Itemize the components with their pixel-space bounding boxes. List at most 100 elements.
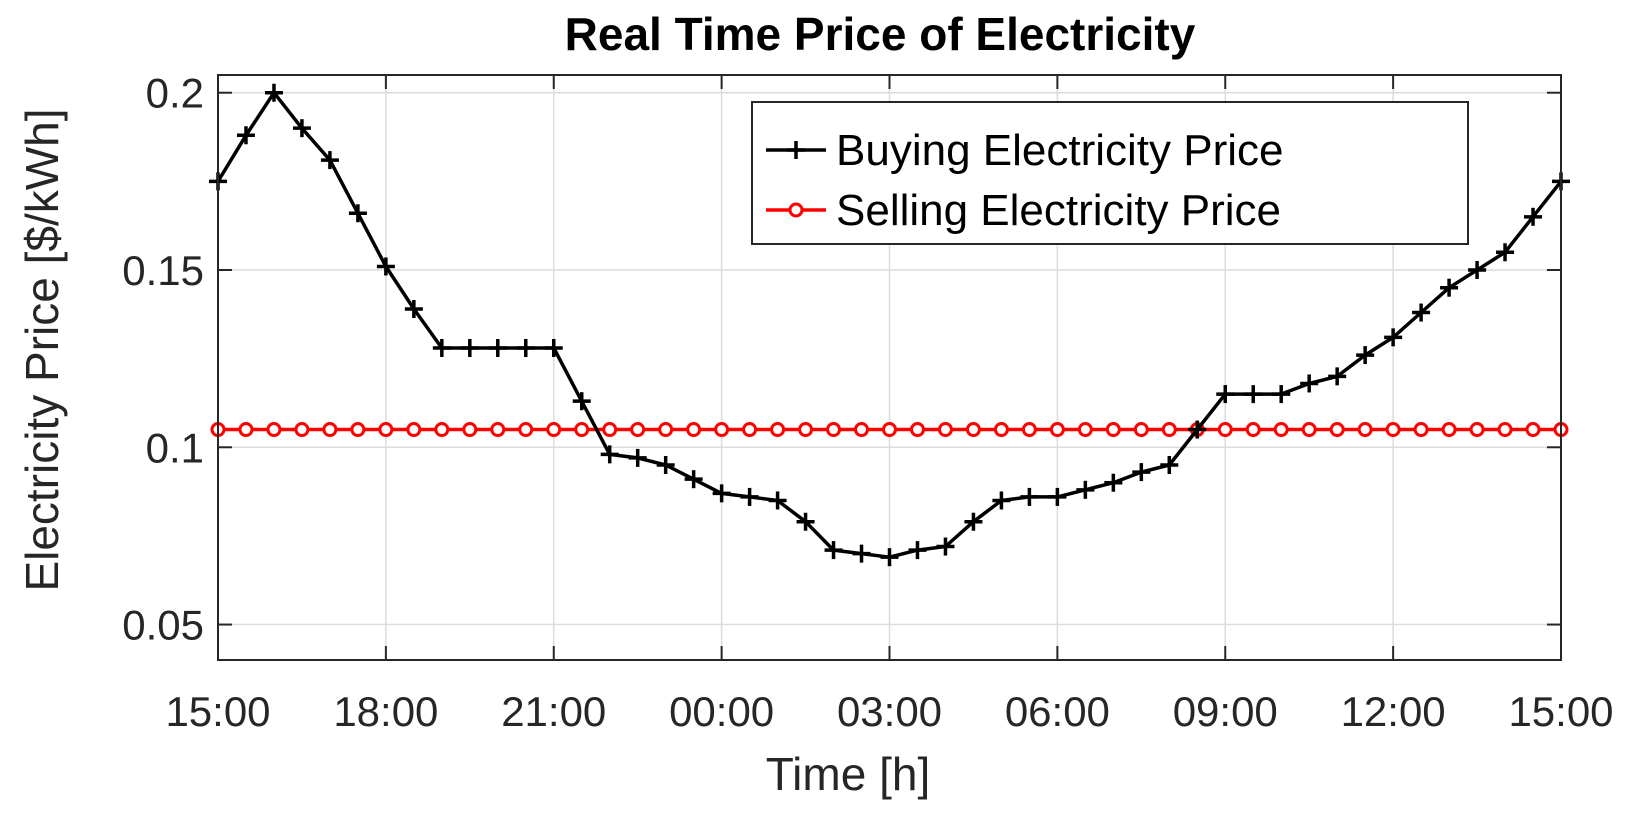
data-point-buying bbox=[1412, 303, 1431, 322]
y-axis-label: Electricity Price [$/kWh] bbox=[16, 108, 68, 591]
data-point-buying bbox=[992, 491, 1011, 510]
data-point-selling bbox=[434, 422, 450, 438]
data-point-buying bbox=[796, 512, 815, 531]
data-point-buying bbox=[768, 491, 787, 510]
data-point-selling bbox=[826, 422, 842, 438]
data-point-selling bbox=[854, 422, 870, 438]
legend-entry-buying: Buying Electricity Price bbox=[766, 126, 1283, 175]
x-tick-labels: 15:00 18:00 21:00 00:00 03:00 06:00 09:00 12:00… bbox=[165, 688, 1613, 735]
series-selling bbox=[210, 422, 1569, 438]
data-point-buying bbox=[936, 537, 955, 556]
x-tick-label: 21:00 bbox=[501, 688, 606, 735]
data-point-buying bbox=[628, 448, 647, 467]
data-point-buying bbox=[1468, 261, 1487, 279]
data-point-buying bbox=[1300, 374, 1319, 393]
data-point-selling bbox=[993, 422, 1009, 438]
data-point-buying bbox=[376, 257, 395, 276]
data-point-buying bbox=[1524, 207, 1543, 226]
data-point-selling bbox=[546, 422, 562, 438]
data-point-buying bbox=[1440, 278, 1459, 297]
legend-entries: Buying Electricity Price Selling Electric… bbox=[766, 126, 1283, 235]
legend-label-buying: Buying Electricity Price bbox=[836, 126, 1283, 175]
data-point-buying bbox=[1216, 385, 1235, 404]
data-point-selling bbox=[686, 422, 702, 438]
series-buying bbox=[209, 83, 1570, 567]
data-point-selling bbox=[462, 422, 478, 438]
data-point-buying bbox=[1328, 367, 1347, 386]
data-point-buying bbox=[1496, 243, 1515, 262]
data-point-selling bbox=[937, 422, 953, 438]
data-point-selling bbox=[658, 422, 674, 438]
data-point-buying bbox=[1076, 480, 1095, 499]
data-point-buying bbox=[740, 487, 759, 506]
data-point-buying bbox=[516, 339, 535, 357]
data-point-buying bbox=[264, 83, 283, 102]
data-point-selling bbox=[574, 422, 590, 438]
data-point-buying bbox=[656, 456, 675, 474]
data-point-selling bbox=[1525, 422, 1541, 438]
data-point-buying bbox=[1160, 456, 1179, 474]
data-point-selling bbox=[770, 422, 786, 438]
data-point-selling bbox=[965, 422, 981, 438]
data-point-buying bbox=[544, 339, 563, 357]
data-point-selling bbox=[1301, 422, 1317, 438]
y-tick-label: 0.15 bbox=[122, 247, 204, 294]
legend-swatch-marker bbox=[788, 202, 804, 218]
data-point-selling bbox=[1469, 422, 1485, 438]
data-point-selling bbox=[798, 422, 814, 438]
x-tick-label: 06:00 bbox=[1005, 688, 1110, 735]
x-tick-label: 00:00 bbox=[669, 688, 774, 735]
y-tick-labels: 0.05 0.1 0.15 0.2 bbox=[122, 70, 204, 649]
series-layer bbox=[209, 83, 1570, 567]
legend-box bbox=[751, 101, 1469, 245]
data-point-selling bbox=[406, 422, 422, 438]
y-tick-label: 0.1 bbox=[146, 424, 204, 471]
data-point-selling bbox=[1273, 422, 1289, 438]
data-point-selling bbox=[490, 422, 506, 438]
data-point-buying bbox=[488, 339, 507, 357]
data-point-selling bbox=[1441, 422, 1457, 438]
y-tick-label: 0.05 bbox=[122, 602, 204, 649]
legend: Buying Electricity Price Selling Electric… bbox=[751, 101, 1469, 245]
data-point-buying bbox=[432, 339, 451, 357]
data-point-selling bbox=[742, 422, 758, 438]
data-point-selling bbox=[1133, 422, 1149, 438]
data-point-selling bbox=[518, 422, 534, 438]
data-point-buying bbox=[1384, 328, 1403, 347]
data-point-selling bbox=[602, 422, 618, 438]
chart-title: Real Time Price of Electricity bbox=[565, 8, 1196, 60]
data-point-selling bbox=[238, 422, 254, 438]
data-point-buying bbox=[460, 339, 479, 357]
data-point-buying bbox=[712, 484, 731, 503]
x-tick-label: 12:00 bbox=[1341, 688, 1446, 735]
data-point-selling bbox=[1497, 422, 1513, 438]
data-point-selling bbox=[1021, 422, 1037, 438]
data-point-selling bbox=[882, 422, 897, 438]
data-point-selling bbox=[1077, 422, 1093, 438]
data-point-selling bbox=[1385, 422, 1401, 438]
data-point-selling bbox=[1245, 422, 1261, 438]
data-point-selling bbox=[1217, 422, 1233, 438]
data-point-selling bbox=[1357, 422, 1373, 438]
x-tick-label: 15:00 bbox=[165, 688, 270, 735]
data-point-selling bbox=[1105, 422, 1121, 438]
data-point-selling bbox=[909, 422, 925, 438]
data-point-selling bbox=[1329, 422, 1345, 438]
data-point-selling bbox=[266, 422, 282, 438]
data-point-buying bbox=[292, 119, 311, 138]
y-tick-label: 0.2 bbox=[146, 70, 204, 117]
data-point-buying bbox=[600, 445, 619, 464]
data-point-selling bbox=[714, 422, 730, 438]
data-point-selling bbox=[1049, 422, 1065, 438]
data-point-buying bbox=[964, 512, 983, 531]
data-point-buying bbox=[1132, 463, 1151, 482]
data-point-buying bbox=[404, 300, 423, 318]
data-point-buying bbox=[908, 541, 927, 560]
data-point-selling bbox=[1413, 422, 1429, 438]
data-point-buying bbox=[1020, 487, 1039, 506]
data-point-buying bbox=[1104, 473, 1123, 492]
data-point-selling bbox=[630, 422, 646, 438]
data-point-buying bbox=[1244, 385, 1263, 404]
